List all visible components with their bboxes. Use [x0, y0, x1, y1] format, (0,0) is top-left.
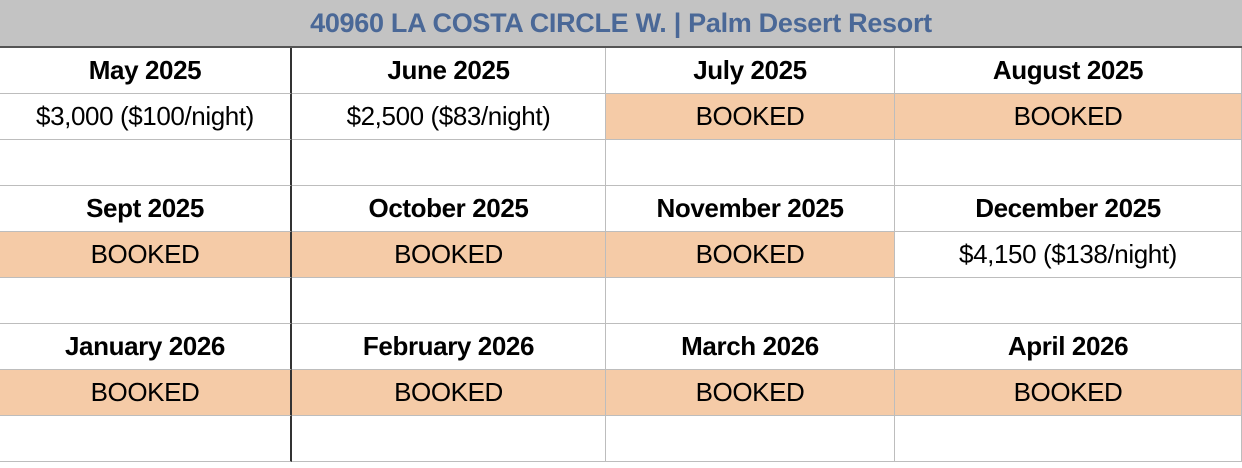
month-header-cell[interactable]: November 2025: [606, 186, 895, 232]
empty-cell[interactable]: [0, 140, 292, 186]
empty-cell[interactable]: [606, 140, 895, 186]
month-header-cell[interactable]: October 2025: [292, 186, 606, 232]
booked-cell[interactable]: BOOKED: [0, 232, 292, 278]
booked-cell[interactable]: BOOKED: [895, 370, 1242, 416]
availability-grid: May 2025 June 2025 July 2025 August 2025 $3,…: [0, 48, 1242, 462]
empty-cell[interactable]: [0, 416, 292, 462]
rate-cell[interactable]: $4,150 ($138/night): [895, 232, 1242, 278]
rate-cell[interactable]: $3,000 ($100/night): [0, 94, 292, 140]
empty-cell[interactable]: [895, 140, 1242, 186]
booked-cell[interactable]: BOOKED: [292, 370, 606, 416]
booked-cell[interactable]: BOOKED: [606, 94, 895, 140]
month-header-cell[interactable]: August 2025: [895, 48, 1242, 94]
booked-cell[interactable]: BOOKED: [895, 94, 1242, 140]
empty-cell[interactable]: [292, 140, 606, 186]
empty-cell[interactable]: [895, 416, 1242, 462]
booked-cell[interactable]: BOOKED: [606, 232, 895, 278]
month-header-cell[interactable]: February 2026: [292, 324, 606, 370]
empty-cell[interactable]: [0, 278, 292, 324]
month-header-cell[interactable]: July 2025: [606, 48, 895, 94]
booked-cell[interactable]: BOOKED: [606, 370, 895, 416]
empty-cell[interactable]: [292, 278, 606, 324]
empty-cell[interactable]: [606, 416, 895, 462]
month-header-cell[interactable]: May 2025: [0, 48, 292, 94]
month-header-cell[interactable]: Sept 2025: [0, 186, 292, 232]
month-header-cell[interactable]: January 2026: [0, 324, 292, 370]
empty-cell[interactable]: [895, 278, 1242, 324]
month-header-cell[interactable]: March 2026: [606, 324, 895, 370]
booked-cell[interactable]: BOOKED: [0, 370, 292, 416]
sheet-title: 40960 LA COSTA CIRCLE W. | Palm Desert R…: [0, 0, 1242, 48]
booked-cell[interactable]: BOOKED: [292, 232, 606, 278]
rate-cell[interactable]: $2,500 ($83/night): [292, 94, 606, 140]
empty-cell[interactable]: [292, 416, 606, 462]
month-header-cell[interactable]: June 2025: [292, 48, 606, 94]
empty-cell[interactable]: [606, 278, 895, 324]
month-header-cell[interactable]: December 2025: [895, 186, 1242, 232]
month-header-cell[interactable]: April 2026: [895, 324, 1242, 370]
